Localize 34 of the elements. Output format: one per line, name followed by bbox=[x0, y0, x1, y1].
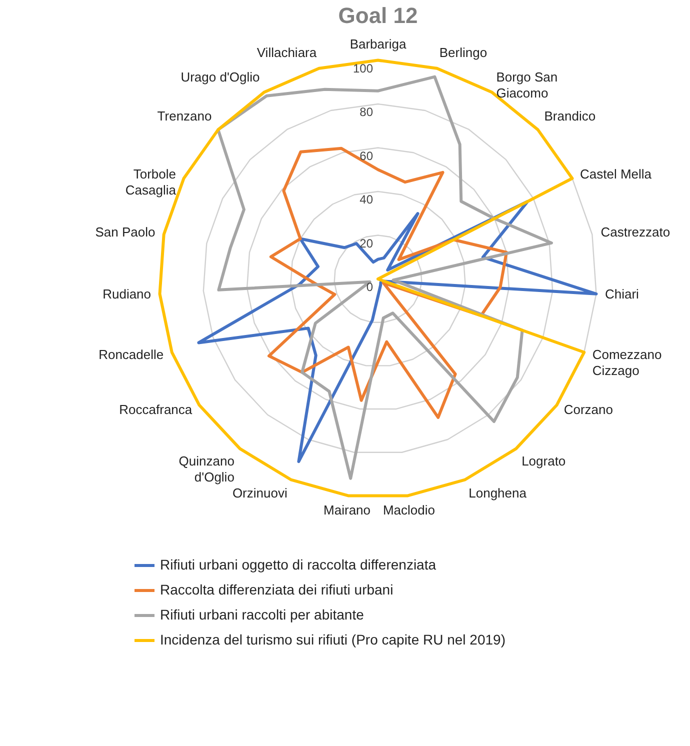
spoke-label: Mairano bbox=[324, 502, 371, 518]
legend-label: Rifiuti urbani raccolti per abitante bbox=[160, 606, 364, 622]
spoke-label: Rudiano bbox=[102, 286, 152, 302]
legend-label: Incidenza del turismo sui rifiuti (Pro capite RU nel 2019) bbox=[160, 632, 506, 648]
spoke-label: Corzano bbox=[564, 402, 613, 418]
y-tick-label: 40 bbox=[360, 192, 374, 206]
spoke-label: Comezzano Cizzago bbox=[592, 347, 662, 378]
spoke-label: Longhena bbox=[468, 486, 528, 501]
y-tick-label: 60 bbox=[360, 148, 374, 163]
spoke-label: Torbole Casaglia bbox=[125, 166, 177, 198]
spoke-label: Roncadelle bbox=[98, 347, 164, 362]
spoke-label: Berlingo bbox=[439, 44, 488, 60]
spoke-label: Trenzano bbox=[157, 108, 212, 124]
spoke-label: Urago d'Oglio bbox=[180, 70, 260, 85]
spoke-label: Orzinuovi bbox=[232, 486, 288, 501]
y-tick-label: 100 bbox=[352, 61, 374, 76]
spoke-label: Castel Mella bbox=[580, 166, 652, 182]
legend-label: Rifiuti urbani oggetto di raccolta differenziata bbox=[160, 556, 436, 572]
spoke-label: Quinzano d'Oglio bbox=[178, 453, 234, 484]
y-tick-label: 0 bbox=[366, 280, 374, 294]
spoke-label: Roccafranca bbox=[119, 402, 193, 418]
spoke-label: Villachiara bbox=[256, 44, 318, 60]
spoke-label: Castrezzato bbox=[600, 224, 670, 240]
spoke-label: Borgo San Giacomo bbox=[496, 70, 558, 101]
spoke-label: Maclodio bbox=[382, 502, 435, 518]
spoke-label: Lograto bbox=[522, 453, 566, 468]
legend-label: Raccolta differenziata dei rifiuti urbani bbox=[160, 582, 394, 598]
spoke-label: San Paolo bbox=[95, 224, 156, 240]
y-tick-label: 20 bbox=[360, 236, 374, 250]
chart-title: Goal 12 bbox=[338, 3, 418, 28]
spoke-label: Chiari bbox=[604, 286, 640, 302]
spoke-label: Barbariga bbox=[350, 36, 407, 52]
y-tick-label: 80 bbox=[360, 105, 374, 119]
spoke-label: Brandico bbox=[544, 108, 596, 124]
